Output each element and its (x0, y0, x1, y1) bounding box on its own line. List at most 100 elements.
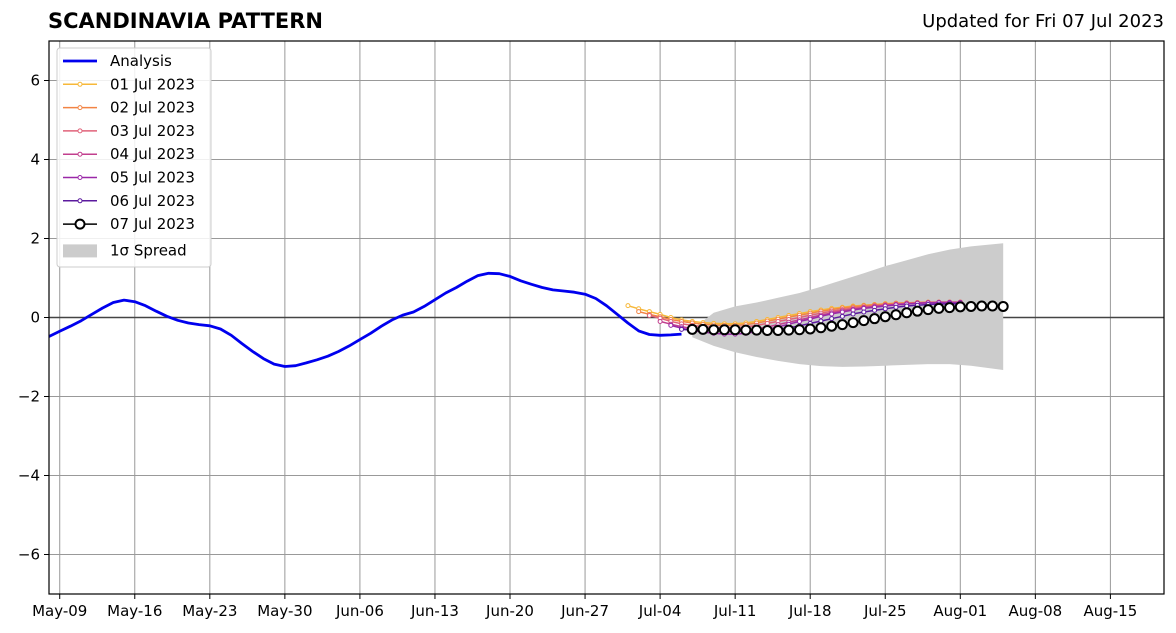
forecast-point (872, 307, 878, 313)
latest-forecast-point (879, 311, 891, 323)
forecast-point (850, 307, 856, 313)
latest-forecast-point (954, 301, 966, 313)
latest-forecast-point (697, 323, 709, 335)
latest-forecast-point (772, 325, 784, 337)
forecast-point (839, 309, 845, 315)
forecast-point (796, 318, 802, 324)
latest-forecast-point (718, 324, 730, 336)
legend-label: 07 Jul 2023 (110, 215, 195, 233)
x-tick-label: Jul-18 (788, 602, 832, 620)
forecast-point (861, 309, 867, 315)
analysis-line (48, 271, 682, 368)
legend-item: 07 Jul 2023 (63, 215, 195, 233)
y-tick-label: 2 (30, 230, 40, 248)
legend-swatch-marker (77, 128, 83, 134)
y-tick-label: 6 (30, 72, 40, 90)
latest-forecast-point (793, 324, 805, 336)
x-tick-label: Aug-08 (1008, 602, 1062, 620)
updated-date-label: Updated for Fri 07 Jul 2023 (922, 11, 1164, 32)
forecast-point (893, 304, 899, 310)
forecast-point (807, 316, 813, 322)
x-tick-label: Jul-11 (713, 602, 757, 620)
latest-forecast-point (836, 319, 848, 331)
forecast-point (839, 313, 845, 319)
forecast-point (829, 311, 835, 317)
x-tick-label: Jul-25 (863, 602, 907, 620)
y-tick-label: −4 (18, 467, 40, 485)
forecast-point (882, 306, 888, 312)
latest-forecast-point (826, 320, 838, 332)
legend-label: 06 Jul 2023 (110, 192, 195, 210)
legend-item: Analysis (63, 52, 172, 70)
x-tick-label: Jun-27 (560, 602, 609, 620)
legend-swatch-marker (77, 105, 83, 111)
forecast-point (625, 303, 631, 309)
legend-swatch-marker (77, 151, 83, 157)
x-tick-label: May-30 (257, 602, 312, 620)
latest-forecast-point (944, 302, 956, 314)
x-tick-label: Aug-01 (933, 602, 987, 620)
x-tick-label: Jun-13 (410, 602, 459, 620)
latest-forecast-point (847, 317, 859, 329)
x-tick-label: Jun-06 (335, 602, 384, 620)
y-tick-label: 4 (30, 151, 40, 169)
forecast-line (670, 301, 961, 335)
legend-swatch-marker (77, 81, 83, 87)
legend-item: 01 Jul 2023 (63, 75, 195, 93)
forecast-point (668, 322, 674, 328)
latest-forecast-point (815, 322, 827, 334)
legend-swatch-marker (74, 218, 86, 230)
legend-swatch-marker (77, 175, 83, 180)
forecast-point (657, 318, 663, 324)
legend-item: 02 Jul 2023 (63, 99, 195, 117)
forecast-point (636, 309, 642, 315)
latest-forecast-point (901, 307, 913, 319)
x-tick-label: Jul-04 (638, 602, 682, 620)
latest-forecast-point (986, 300, 998, 312)
legend-item: 1σ Spread (63, 241, 187, 259)
series-analysis (48, 271, 682, 368)
forecast-point (818, 313, 824, 319)
latest-forecast-point (686, 323, 698, 335)
x-tick-label: May-16 (107, 602, 162, 620)
latest-forecast-point (911, 305, 923, 317)
x-tick-label: Aug-15 (1083, 602, 1137, 620)
x-tick-label: May-09 (32, 602, 87, 620)
latest-forecast-point (869, 313, 881, 325)
legend-label: 03 Jul 2023 (110, 122, 195, 140)
legend-label: 01 Jul 2023 (110, 75, 195, 93)
latest-forecast-point (965, 300, 977, 312)
grid-layer (49, 41, 1164, 594)
latest-forecast-point (890, 309, 902, 321)
plot-frame (48, 40, 1165, 595)
legend-item: 06 Jul 2023 (63, 192, 195, 210)
forecast-point (850, 311, 856, 317)
x-tick-label: Jun-20 (485, 602, 534, 620)
latest-forecast-point (761, 325, 773, 337)
forecast-point (646, 313, 652, 319)
latest-forecast-point (922, 304, 934, 316)
latest-forecast-point (997, 300, 1009, 312)
chart-title: SCANDINAVIA PATTERN (48, 9, 323, 33)
legend-item: 04 Jul 2023 (63, 145, 195, 163)
legend-item: 05 Jul 2023 (63, 169, 195, 187)
x-tick-label: May-23 (182, 602, 237, 620)
forecast-point (829, 316, 835, 322)
latest-forecast-point (976, 300, 988, 312)
legend-label: 02 Jul 2023 (110, 99, 195, 117)
legend-swatch-spread (63, 244, 97, 258)
legend-label: Analysis (110, 52, 172, 70)
y-tick-label: −2 (18, 388, 40, 406)
latest-forecast-point (740, 324, 752, 336)
latest-forecast-point (858, 315, 870, 327)
latest-forecast-point (933, 302, 945, 314)
legend: Analysis 01 Jul 2023 02 Jul 2023 03 Jul 202… (56, 47, 212, 268)
series-07-jul-2023 (686, 300, 1009, 337)
latest-forecast-point (729, 324, 741, 336)
y-tick-label: 0 (30, 309, 40, 327)
latest-forecast-point (708, 324, 720, 336)
legend-label: 1σ Spread (110, 241, 187, 259)
legend-label: 05 Jul 2023 (110, 169, 195, 187)
forecast-point (679, 326, 685, 332)
y-tick-label: −6 (18, 546, 40, 564)
